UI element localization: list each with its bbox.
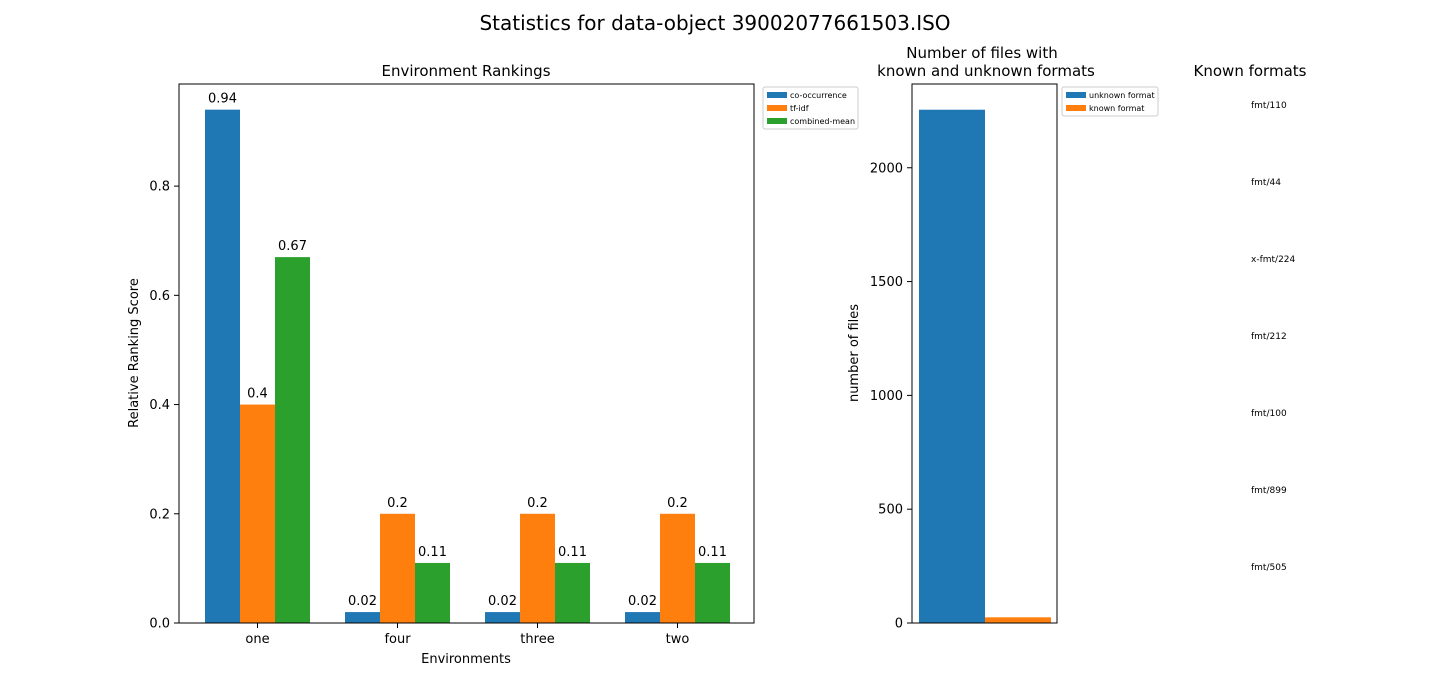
table-title: Known formats — [1194, 62, 1307, 80]
table-cell: fmt/44 — [1251, 178, 1281, 188]
chart1-ytick-label: 0.2 — [149, 507, 170, 522]
bar-co-occurrence-four — [345, 612, 380, 623]
bar-known format — [985, 617, 1051, 623]
chart2-ytick-label: 2000 — [870, 161, 903, 176]
bar-label-tf-idf-two: 0.2 — [667, 496, 688, 511]
chart1-legend-label-co-occurrence: co-occurrence — [790, 91, 847, 100]
environment-rankings-chart: Environment Rankings 0.940.40.670.020.20… — [127, 62, 859, 667]
bar-label-combined-mean-three: 0.11 — [558, 545, 587, 560]
chart2-legend-swatch-unknown format — [1066, 92, 1086, 98]
chart2-legend-label-known format: known format — [1089, 104, 1144, 113]
chart1-legend-swatch-combined-mean — [767, 118, 787, 124]
chart2-y-axis: 0 500 1000 1500 2000 — [870, 161, 912, 632]
table-cell: fmt/110 — [1251, 101, 1287, 111]
chart1-title: Environment Rankings — [381, 62, 550, 80]
bar-label-tf-idf-one: 0.4 — [247, 387, 268, 402]
chart1-ytick-label: 0.0 — [149, 617, 170, 632]
chart2-legend: unknown format known format — [1061, 86, 1159, 117]
chart1-ylabel: Relative Ranking Score — [127, 278, 142, 428]
bar-combined-mean-four — [415, 562, 450, 623]
chart1-xtick-label: two — [666, 632, 690, 647]
chart1-x-axis: one four three two — [245, 623, 689, 647]
bar-label-co-occurrence-one: 0.94 — [208, 92, 237, 107]
chart1-legend-label-tf-idf: tf-idf — [790, 104, 809, 113]
bar-label-co-occurrence-two: 0.02 — [628, 594, 657, 609]
table-cell: fmt/100 — [1251, 409, 1287, 419]
bar-tf-idf-four — [380, 513, 415, 623]
bar-tf-idf-one — [240, 404, 275, 623]
chart1-xtick-label: three — [520, 632, 554, 647]
chart2-ytick-label: 1500 — [870, 275, 903, 290]
chart1-frame — [178, 83, 755, 624]
table-cell: x-fmt/224 — [1251, 255, 1296, 265]
chart2-ytick-label: 1000 — [870, 389, 903, 404]
bar-co-occurrence-two — [625, 612, 660, 623]
bar-label-combined-mean-one: 0.67 — [278, 239, 307, 254]
chart1-xlabel: Environments — [421, 652, 511, 667]
bar-label-combined-mean-four: 0.11 — [418, 545, 447, 560]
bar-label-co-occurrence-four: 0.02 — [348, 594, 377, 609]
chart2-bars — [919, 109, 1051, 623]
bar-combined-mean-three — [555, 562, 590, 623]
chart1-ytick-label: 0.8 — [149, 180, 170, 195]
table-cell: fmt/212 — [1251, 332, 1287, 342]
chart1-ytick-label: 0.4 — [149, 398, 170, 413]
chart1-ytick-label: 0.6 — [149, 289, 170, 304]
chart2-ytick-label: 500 — [878, 503, 903, 518]
chart1-y-axis: 0.0 0.2 0.4 0.6 0.8 — [149, 180, 179, 632]
chart2-title-line1: Number of files with — [906, 44, 1058, 62]
chart1-legend-swatch-tf-idf — [767, 105, 787, 111]
chart2-legend-swatch-known format — [1066, 105, 1086, 111]
figure-suptitle: Statistics for data-object 3900207766150… — [479, 11, 950, 35]
bar-label-co-occurrence-three: 0.02 — [488, 594, 517, 609]
chart1-legend: co-occurrence tf-idf combined-mean — [762, 86, 859, 130]
file-count-chart: Number of files with known and unknown f… — [847, 44, 1159, 632]
table-cell: fmt/505 — [1251, 563, 1287, 573]
bar-label-tf-idf-three: 0.2 — [527, 496, 548, 511]
bar-tf-idf-two — [660, 513, 695, 623]
table-rows: fmt/110 fmt/44 x-fmt/224 fmt/212 fmt/100 fmt/… — [1251, 101, 1296, 573]
bar-label-combined-mean-two: 0.11 — [698, 545, 727, 560]
chart1-bars — [205, 109, 730, 623]
bar-label-tf-idf-four: 0.2 — [387, 496, 408, 511]
chart2-legend-label-unknown format: unknown format — [1089, 91, 1155, 100]
bar-co-occurrence-three — [485, 612, 520, 623]
chart1-xtick-label: one — [245, 632, 269, 647]
chart1-legend-swatch-co-occurrence — [767, 92, 787, 98]
bar-combined-mean-two — [695, 562, 730, 623]
chart1-xtick-label: four — [384, 632, 411, 647]
chart2-title-line2: known and unknown formats — [877, 62, 1095, 80]
bar-tf-idf-three — [520, 513, 555, 623]
known-formats-table: Known formats fmt/110fmt/44x-fmt/224fmt/… — [1194, 62, 1307, 573]
bar-co-occurrence-one — [205, 109, 240, 623]
chart2-ylabel: number of files — [847, 304, 862, 402]
chart1-bar-labels: 0.94 0.4 0.67 0.02 0.2 0.11 0.02 0.2 0.11 0.02 0.2… — [208, 92, 727, 609]
chart2-frame — [911, 83, 1058, 624]
chart1-legend-label-combined-mean: combined-mean — [790, 117, 855, 126]
bar-unknown format — [919, 109, 985, 623]
table-cell: fmt/899 — [1251, 486, 1287, 496]
chart2-ytick-label: 0 — [895, 617, 903, 632]
bar-combined-mean-one — [275, 257, 310, 623]
